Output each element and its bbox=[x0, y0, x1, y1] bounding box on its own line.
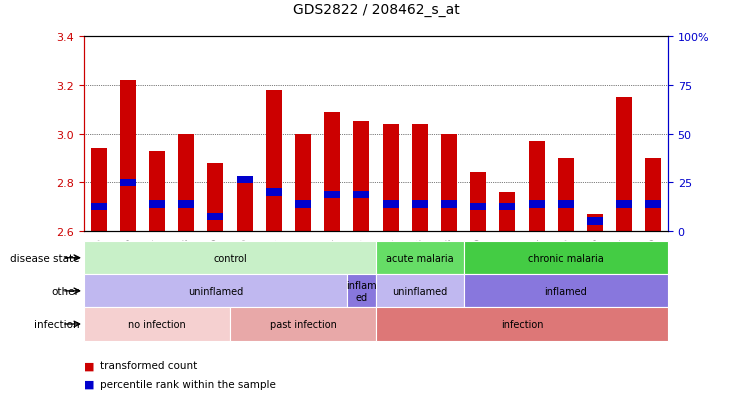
Bar bbox=[499, 192, 515, 231]
Text: infection: infection bbox=[501, 319, 543, 329]
Bar bbox=[558, 201, 574, 208]
Bar bbox=[353, 122, 369, 231]
Text: infection: infection bbox=[34, 319, 80, 329]
Bar bbox=[178, 134, 194, 231]
Bar bbox=[207, 213, 223, 221]
Bar bbox=[178, 201, 194, 208]
Bar bbox=[266, 189, 282, 196]
Bar bbox=[616, 98, 632, 231]
Bar bbox=[587, 218, 603, 225]
Text: inflamed: inflamed bbox=[545, 286, 587, 296]
Bar bbox=[295, 134, 311, 231]
Text: transformed count: transformed count bbox=[100, 361, 197, 370]
Bar bbox=[324, 112, 340, 231]
Bar bbox=[587, 214, 603, 231]
Text: GDS2822 / 208462_s_at: GDS2822 / 208462_s_at bbox=[293, 2, 459, 17]
Bar bbox=[149, 201, 165, 208]
Bar bbox=[558, 159, 574, 231]
Bar bbox=[353, 191, 369, 199]
Bar bbox=[529, 201, 545, 208]
Bar bbox=[383, 125, 399, 231]
Bar bbox=[412, 125, 428, 231]
Bar bbox=[120, 179, 136, 186]
Text: acute malaria: acute malaria bbox=[386, 253, 453, 263]
Text: past infection: past infection bbox=[269, 319, 337, 329]
Bar bbox=[412, 201, 428, 208]
Text: other: other bbox=[52, 286, 80, 296]
Bar bbox=[91, 149, 107, 231]
Text: no infection: no infection bbox=[128, 319, 186, 329]
Bar bbox=[237, 177, 253, 184]
Text: percentile rank within the sample: percentile rank within the sample bbox=[100, 379, 276, 389]
Bar bbox=[237, 183, 253, 231]
Text: ■: ■ bbox=[84, 361, 94, 370]
Bar bbox=[441, 201, 457, 208]
Bar bbox=[616, 201, 632, 208]
Text: uninflamed: uninflamed bbox=[392, 286, 447, 296]
Bar bbox=[266, 90, 282, 231]
Text: control: control bbox=[213, 253, 247, 263]
Bar bbox=[383, 201, 399, 208]
Bar bbox=[120, 81, 136, 231]
Text: disease state: disease state bbox=[10, 253, 80, 263]
Bar bbox=[149, 151, 165, 231]
Text: inflam
ed: inflam ed bbox=[346, 280, 377, 302]
Bar bbox=[499, 203, 515, 211]
Bar bbox=[645, 201, 661, 208]
Bar bbox=[295, 201, 311, 208]
Text: uninflamed: uninflamed bbox=[188, 286, 243, 296]
Bar bbox=[470, 173, 486, 231]
Bar bbox=[324, 191, 340, 199]
Bar bbox=[441, 134, 457, 231]
Bar bbox=[91, 203, 107, 211]
Bar bbox=[470, 203, 486, 211]
Text: chronic malaria: chronic malaria bbox=[528, 253, 604, 263]
Text: ■: ■ bbox=[84, 379, 94, 389]
Bar bbox=[529, 142, 545, 231]
Bar bbox=[207, 164, 223, 231]
Bar bbox=[645, 159, 661, 231]
